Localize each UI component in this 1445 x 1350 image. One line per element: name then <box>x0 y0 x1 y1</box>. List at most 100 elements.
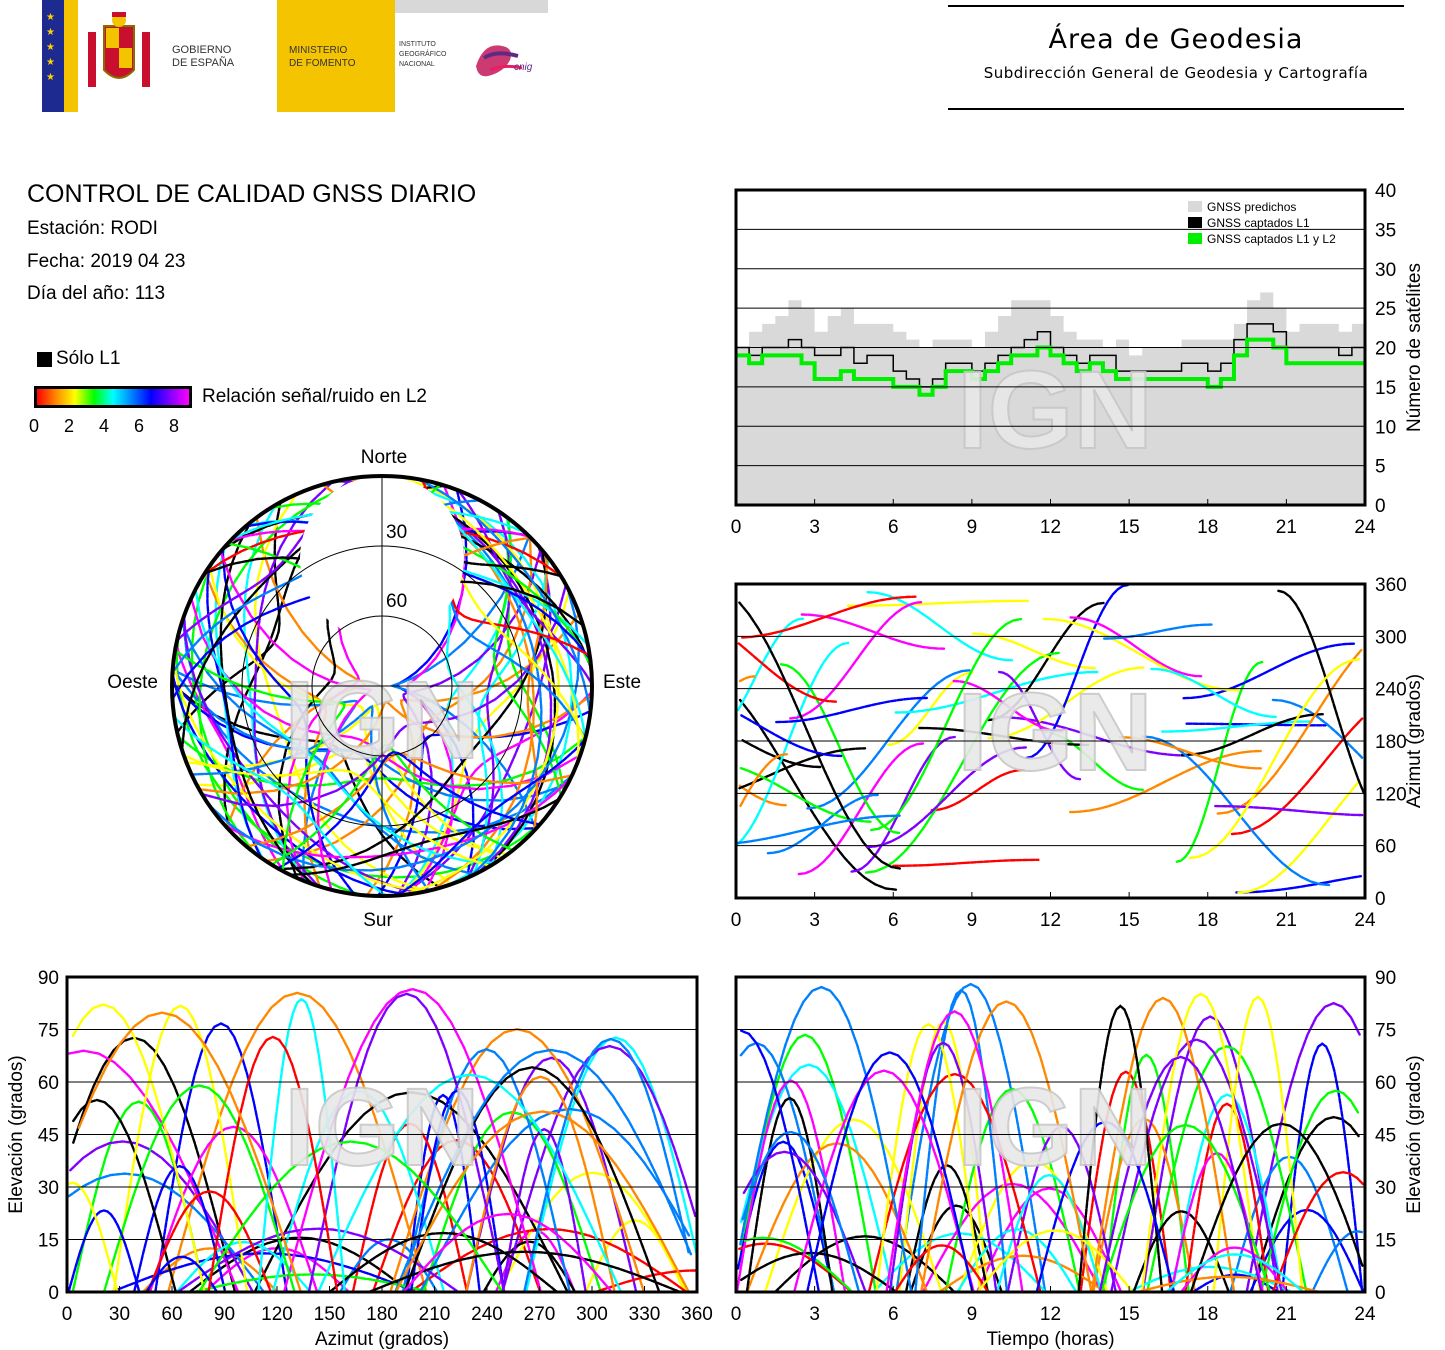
x-tick-label: 3 <box>809 910 820 931</box>
x-tick-label: 24 <box>1354 517 1376 533</box>
azimuth-track <box>806 669 972 810</box>
elevation-time-track <box>1212 995 1304 1294</box>
sky-track <box>197 694 593 796</box>
x-axis-label: Azimut (grados) <box>315 1329 449 1350</box>
elevation-azimuth-track <box>132 1164 227 1294</box>
y-tick-label: 15 <box>1375 1231 1396 1252</box>
sky-track <box>221 548 356 896</box>
azimuth-track <box>892 858 1040 867</box>
header-rule-bottom <box>948 108 1404 110</box>
x-axis-label: Tiempo (horas) <box>986 1329 1114 1350</box>
elevation-time-track <box>741 1130 861 1294</box>
y-tick-label: 90 <box>1375 968 1396 989</box>
azimuth-track <box>1235 875 1362 894</box>
elevation-azimuth-track <box>523 1037 690 1294</box>
y-tick-label: 60 <box>1375 1073 1396 1094</box>
y-tick-label: 60 <box>38 1073 59 1094</box>
x-tick-label: 12 <box>1040 910 1061 931</box>
y-tick-label: 0 <box>1375 889 1386 910</box>
gobierno-text: GOBIERNO DE ESPAÑA <box>172 44 235 69</box>
government-logo-block: ★ ★ ★ ★ ★ GOBIERNO DE ESPAÑA MINISTERIO DE F… <box>42 0 548 112</box>
sky-west-label: Oeste <box>107 672 158 693</box>
sky-north-label: Norte <box>361 447 407 468</box>
doy-label: Día del año: 113 <box>27 283 166 304</box>
elevation-time-track <box>1165 1253 1305 1294</box>
x-tick-label: 9 <box>967 517 978 533</box>
elevation-time-track <box>740 1251 898 1294</box>
sky-track <box>182 754 492 868</box>
elevation-time-track <box>745 1096 834 1294</box>
elevation-time-track <box>1006 1125 1117 1294</box>
coat-of-arms-icon <box>84 12 154 96</box>
y-tick-label: 240 <box>1375 680 1407 701</box>
y-tick-label: 0 <box>48 1283 59 1304</box>
x-tick-label: 21 <box>1276 910 1297 931</box>
plot-frame <box>65 975 699 1294</box>
x-tick-label: 12 <box>1040 1304 1061 1325</box>
azimuth-track <box>1230 717 1364 836</box>
y-tick-label: 10 <box>1375 417 1396 438</box>
elevation-azimuth-track <box>207 1035 339 1294</box>
azimuth-track <box>1271 698 1364 760</box>
ign-watermark: IGN <box>284 1066 480 1189</box>
sky-track <box>416 477 592 715</box>
y-tick-label: 75 <box>1375 1021 1396 1042</box>
sky-track <box>396 547 543 897</box>
elevation-azimuth-track <box>394 1110 690 1294</box>
cnig-logo-icon: cnig <box>470 36 536 84</box>
sky-track <box>253 480 334 888</box>
azimuth-track <box>1042 617 1240 692</box>
x-tick-label: 30 <box>109 1304 130 1325</box>
snr-tick: 8 <box>169 416 180 436</box>
azimuth-track <box>1103 623 1213 640</box>
elevation-azimuth-chart: IGN 0 15 30 45 60 75 90 0 30 60 90 120 150 180 210 240 27… <box>6 968 713 1350</box>
elevation-time-track <box>1035 1120 1176 1294</box>
x-tick-label: 210 <box>419 1304 451 1325</box>
date-label: Fecha: 2019 04 23 <box>27 251 186 272</box>
elevation-azimuth-track <box>66 1181 119 1294</box>
elevation-azimuth-track <box>146 1190 273 1294</box>
satellite-count-chart: IGN 0 5 10 15 20 25 30 35 40 0 3 6 9 12 15 18 21 24 Número … <box>731 181 1425 533</box>
y-tick-label: 30 <box>38 1178 59 1199</box>
sky-track <box>173 649 346 873</box>
sky-track <box>394 475 560 896</box>
flag-yellow-stripe <box>64 0 78 112</box>
elevation-azimuth-track <box>67 1049 240 1294</box>
elevation-time-track <box>938 1254 1107 1294</box>
y-tick-label: 20 <box>1375 339 1396 360</box>
azimuth-track <box>1118 736 1262 770</box>
x-tick-label: 150 <box>314 1304 346 1325</box>
elevation-azimuth-track <box>102 1084 296 1294</box>
azimuth-track <box>1182 642 1356 700</box>
elevation-time-track <box>773 1235 956 1294</box>
y-tick-label: 360 <box>1375 575 1407 596</box>
x-tick-label: 6 <box>888 910 899 931</box>
sky-track <box>492 516 563 797</box>
elevation-time-track <box>1184 1102 1270 1294</box>
area-subtitle: Subdirección General de Geodesia y Carto… <box>983 64 1369 82</box>
elevation-time-track <box>1136 1275 1321 1294</box>
azimuth-track <box>1161 720 1313 733</box>
elevation-azimuth-track <box>112 1004 249 1294</box>
y-tick-label: 60 <box>1375 837 1396 858</box>
elevation-azimuth-track <box>77 1011 302 1294</box>
plot-frame <box>734 582 1367 900</box>
elevation-azimuth-track <box>271 1089 446 1294</box>
snr-tick: 2 <box>64 416 75 436</box>
elevation-azimuth-track <box>154 1022 288 1294</box>
ministerio-panel <box>277 0 395 112</box>
elevation-azimuth-track <box>317 1073 623 1294</box>
elevation-azimuth-track <box>405 1093 481 1294</box>
x-tick-label: 18 <box>1197 910 1218 931</box>
elevation-time-track <box>1098 1055 1263 1294</box>
x-tick-label: 6 <box>888 517 899 533</box>
elevation-time-track <box>920 1000 1093 1294</box>
elevation-time-track <box>1271 1170 1366 1294</box>
x-tick-label: 12 <box>1040 517 1061 533</box>
instituto-text: INSTITUTO GEOGRÁFICO NACIONAL <box>399 41 447 68</box>
azimuth-track <box>738 601 903 870</box>
sky-track <box>173 716 388 898</box>
azimuth-track <box>1188 658 1361 860</box>
x-tick-label: 24 <box>1354 1304 1376 1325</box>
elevation-time-track <box>875 1022 982 1294</box>
